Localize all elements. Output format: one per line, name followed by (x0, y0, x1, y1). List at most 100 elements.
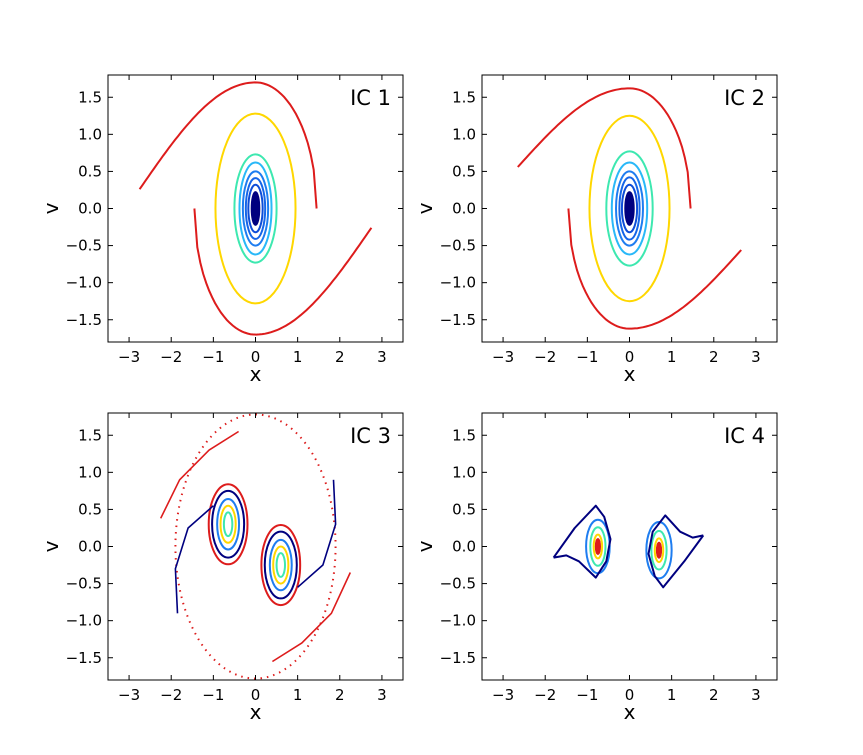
y-tick-label: 0.5 (78, 162, 102, 180)
orbit-4-3 (589, 526, 607, 567)
y-tick-label: 1.0 (452, 463, 476, 481)
orbit-3-6 (275, 552, 286, 578)
plot-area (159, 413, 352, 680)
x-tick-label: −1 (202, 686, 224, 704)
y-tick-label: −1.5 (66, 311, 102, 329)
plot-area (138, 81, 373, 336)
x-tick-label: −3 (492, 686, 514, 704)
x-tick-label: −3 (118, 686, 140, 704)
x-tick-label: −2 (534, 686, 556, 704)
x-tick-label: 0 (251, 686, 261, 704)
y-tick-label: −1.0 (440, 274, 476, 292)
y-tick-label: −1.0 (440, 612, 476, 630)
x-tick-label: 0 (251, 348, 261, 366)
x-tick-label: −1 (576, 348, 598, 366)
orbit-3-2 (219, 504, 237, 544)
x-tick-label: −3 (118, 348, 140, 366)
orbit-3-13 (271, 572, 352, 663)
x-tick-label: −1 (576, 686, 598, 704)
y-tick-label: 0.0 (78, 200, 102, 218)
axes-frame (481, 412, 778, 681)
orbit-1-7 (214, 112, 297, 305)
x-tick-label: −2 (160, 348, 182, 366)
orbit-3-7 (272, 545, 290, 585)
orbit-1-5 (238, 161, 273, 256)
axes-frame (107, 412, 404, 681)
orbit-2-7 (588, 114, 671, 303)
orbit-3-12 (159, 430, 240, 519)
y-tick-label: −1.5 (66, 649, 102, 667)
y-tick-label: −0.5 (66, 575, 102, 593)
x-tick-label: 0 (625, 348, 635, 366)
x-tick-label: 1 (293, 348, 303, 366)
y-tick-label: −1.5 (440, 311, 476, 329)
y-tick-label: −1.0 (66, 612, 102, 630)
orbit-2-8-lower (567, 208, 742, 330)
orbit-1-8-upper (138, 81, 318, 209)
orbit-3-10 (260, 523, 302, 607)
y-tick-label: −1.0 (66, 274, 102, 292)
y-tick-label: −0.5 (66, 237, 102, 255)
orbit-2-1 (624, 191, 635, 226)
x-tick-label: 3 (377, 686, 387, 704)
orbit-3-8 (268, 538, 293, 592)
y-axis-label: v (413, 540, 437, 552)
x-tick-label: −2 (160, 686, 182, 704)
y-tick-label: −0.5 (440, 237, 476, 255)
y-tick-label: 0.0 (452, 200, 476, 218)
y-tick-label: 1.0 (78, 125, 102, 143)
panel-label: IC 3 (350, 424, 391, 448)
orbit-4-1 (594, 538, 602, 555)
x-tick-label: 2 (709, 686, 719, 704)
y-tick-label: 0.5 (452, 162, 476, 180)
orbit-4-7 (650, 529, 668, 571)
x-tick-label: 3 (751, 348, 761, 366)
subplot-2: −3 −2 −1 0 1 2 3 1.5 1.0 0.5 0.0 −0.5 −1.0 −1.5 x v IC 2 (413, 74, 778, 386)
panel-label: IC 4 (724, 424, 765, 448)
orbit-3-5 (207, 483, 249, 566)
subplot-1: −3 −2 −1 0 1 2 3 1.5 1.0 0.5 0.0 −0.5 −1.0 −1.5 x v IC 1 (39, 74, 404, 386)
x-axis-label: x (250, 362, 262, 386)
orbit-1-6 (233, 153, 278, 264)
y-tick-label: 0.0 (452, 538, 476, 556)
subplot-3: −3 −2 −1 0 1 2 3 1.5 1.0 0.5 0.0 −0.5 −1.0 −1.5 x v IC 3 (39, 412, 404, 724)
y-tick-label: 1.5 (78, 426, 102, 444)
orbit-3-14 (174, 505, 214, 614)
y-tick-label: 1.0 (78, 463, 102, 481)
orbit-2-5 (610, 161, 649, 256)
orbit-1-2 (247, 183, 264, 234)
x-tick-label: 2 (709, 348, 719, 366)
y-tick-label: 0.5 (452, 500, 476, 518)
orbit-2-8-upper (517, 87, 692, 209)
orbit-4-10 (647, 514, 705, 589)
orbit-1-3 (244, 177, 267, 240)
x-axis-label: x (250, 700, 262, 724)
orbit-3-1 (222, 511, 234, 538)
panel-label: IC 1 (350, 86, 391, 110)
plot-area (552, 504, 705, 589)
orbit-1-8-lower (193, 208, 373, 336)
orbit-4-2 (592, 533, 604, 560)
y-tick-label: 1.5 (78, 88, 102, 106)
x-tick-label: 1 (667, 686, 677, 704)
orbit-4-5 (655, 541, 663, 559)
orbit-2-2 (620, 183, 639, 234)
orbit-1-4 (241, 170, 270, 247)
orbit-3-3 (216, 498, 241, 551)
y-tick-label: −1.5 (440, 649, 476, 667)
plot-area (517, 87, 742, 330)
orbit-3-11 (174, 413, 337, 680)
x-tick-label: −1 (202, 348, 224, 366)
y-tick-label: 0.0 (78, 538, 102, 556)
x-axis-label: x (624, 700, 636, 724)
y-axis-label: v (413, 202, 437, 214)
y-tick-label: 1.5 (452, 426, 476, 444)
orbit-1-1 (250, 191, 261, 226)
x-tick-label: 1 (667, 348, 677, 366)
x-tick-label: −3 (492, 348, 514, 366)
y-tick-label: 1.5 (452, 88, 476, 106)
orbit-2-4 (615, 170, 644, 247)
y-tick-label: 0.5 (78, 500, 102, 518)
orbit-4-6 (653, 537, 665, 564)
